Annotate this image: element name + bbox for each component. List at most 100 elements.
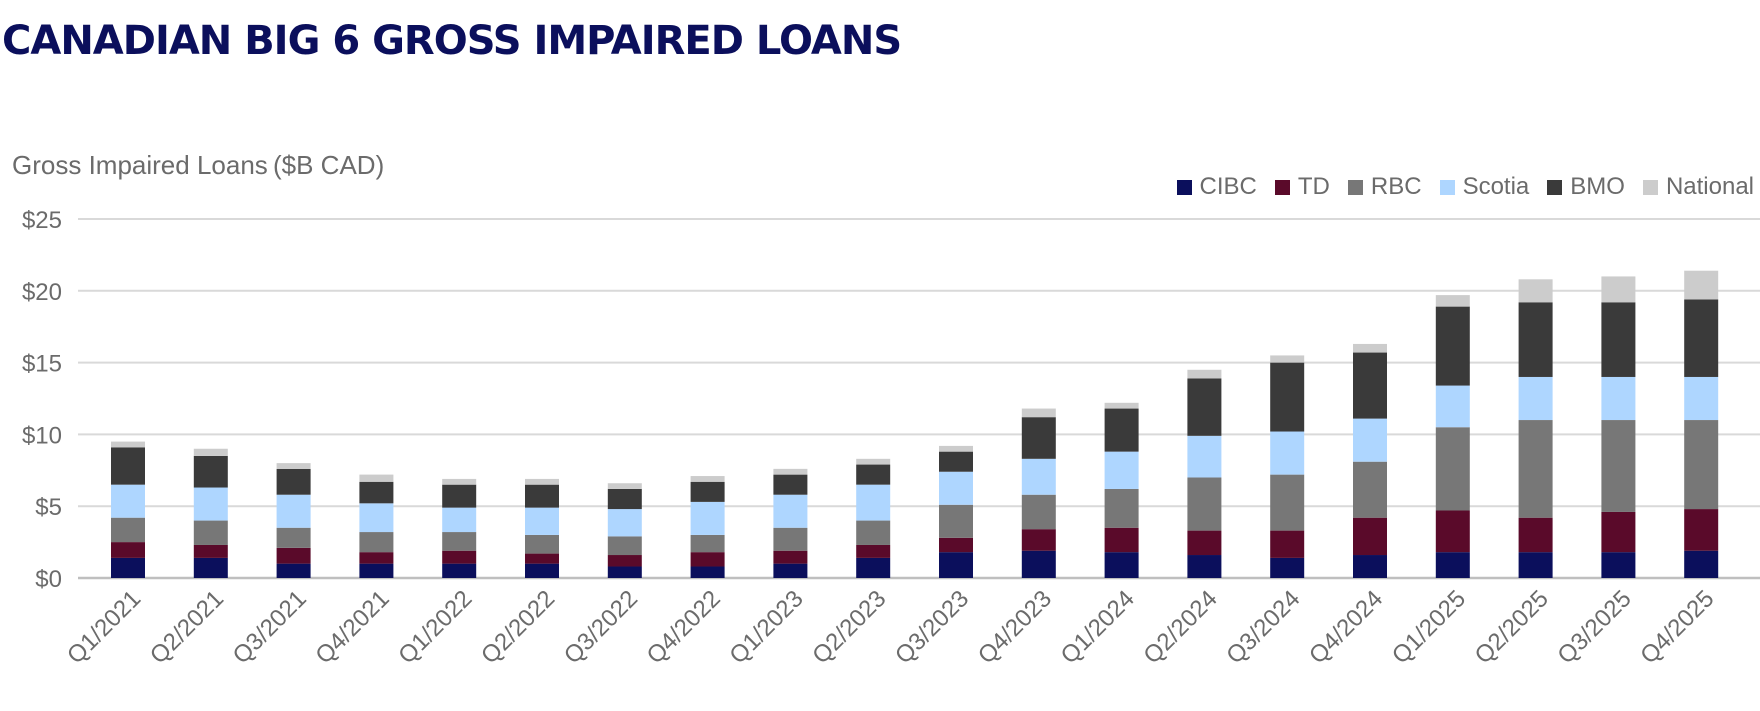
bar-segment-scotia xyxy=(1518,376,1553,421)
bar-segment-scotia xyxy=(193,487,228,521)
x-tick-label: Q2/2022 xyxy=(476,585,560,669)
bar-segment-td xyxy=(690,552,725,567)
bar-segment-bmo xyxy=(1021,417,1056,459)
bar-segment-national xyxy=(1187,369,1222,379)
bar-segment-td xyxy=(1353,517,1387,556)
bar-segment-scotia xyxy=(525,507,559,535)
bar-segment-national xyxy=(773,468,808,475)
bar-segment-cibc xyxy=(1021,550,1056,578)
bar-segment-td xyxy=(359,552,394,564)
bar-segment-cibc xyxy=(773,563,808,578)
y-tick-label: $10 xyxy=(22,422,62,449)
x-tick-label: Q4/2025 xyxy=(1635,585,1719,669)
bar-segment-scotia xyxy=(773,494,808,528)
y-tick-label: $20 xyxy=(22,279,62,306)
bar-segment-td xyxy=(1270,530,1305,558)
bar-segment-bmo xyxy=(1435,306,1470,386)
bar-segment-rbc xyxy=(1684,420,1719,510)
x-tick-label: Q1/2023 xyxy=(724,585,808,669)
bar-segment-td xyxy=(1518,517,1553,553)
bar-segment-cibc xyxy=(276,563,311,578)
bar-segment-rbc xyxy=(359,532,394,553)
x-tick-label: Q2/2024 xyxy=(1138,585,1222,669)
bar-segment-national xyxy=(111,441,145,448)
bar-segment-td xyxy=(193,544,228,558)
bar-segment-rbc xyxy=(193,520,228,545)
bar-segment-cibc xyxy=(690,566,725,578)
bar-segment-bmo xyxy=(111,447,145,485)
bar-segment-scotia xyxy=(442,507,477,533)
bar-segment-cibc xyxy=(856,557,891,578)
bar-segment-rbc xyxy=(690,534,725,553)
bar-segment-rbc xyxy=(1104,488,1139,528)
bar-segment-national xyxy=(359,474,394,482)
bar-segment-bmo xyxy=(773,474,808,495)
bar-segment-rbc xyxy=(1270,474,1305,531)
bar-segment-scotia xyxy=(1021,458,1056,495)
bar-segment-cibc xyxy=(1518,552,1553,578)
bar-segment-cibc xyxy=(442,563,477,578)
bar-segment-cibc xyxy=(607,566,642,578)
bar-segment-national xyxy=(1684,270,1719,300)
bar-segment-cibc xyxy=(1684,550,1719,578)
bar-segment-rbc xyxy=(1601,420,1636,512)
bar-segment-scotia xyxy=(1435,385,1470,428)
x-tick-label: Q2/2025 xyxy=(1470,585,1554,669)
x-tick-label: Q3/2021 xyxy=(228,585,312,669)
bar-segment-national xyxy=(939,445,973,452)
legend-swatch-td xyxy=(1274,179,1290,195)
bar-segment-national xyxy=(1353,343,1387,353)
bar-segment-cibc xyxy=(1187,555,1222,578)
bar-segment-rbc xyxy=(525,534,559,554)
bar-segment-scotia xyxy=(690,501,725,535)
legend-item-cibc: CIBC xyxy=(1176,173,1257,201)
x-tick-label: Q4/2022 xyxy=(642,585,726,669)
bar-segment-rbc xyxy=(276,527,311,548)
bar-segment-scotia xyxy=(1353,418,1387,462)
x-tick-label: Q1/2021 xyxy=(62,585,146,669)
bar-segment-td xyxy=(1021,529,1056,551)
bar-segment-rbc xyxy=(1021,494,1056,530)
bar-segment-td xyxy=(1435,510,1470,553)
y-tick-label: $0 xyxy=(35,566,62,593)
bar-segment-bmo xyxy=(1270,362,1305,432)
bar-segment-bmo xyxy=(1601,302,1636,377)
bar-segment-cibc xyxy=(1104,552,1139,578)
bar-segment-td xyxy=(442,550,477,564)
bar-segment-bmo xyxy=(1353,352,1387,419)
bar-segment-bmo xyxy=(1518,302,1553,377)
bar-segment-scotia xyxy=(1601,376,1636,421)
bar-segment-rbc xyxy=(607,536,642,556)
bar-segment-bmo xyxy=(359,481,394,504)
bar-segment-cibc xyxy=(193,557,228,578)
bar-segment-bmo xyxy=(856,464,891,485)
bar-segment-bmo xyxy=(525,484,559,508)
bar-segment-national xyxy=(193,448,228,456)
bar-segment-rbc xyxy=(1435,427,1470,511)
x-tick-label: Q1/2022 xyxy=(393,585,477,669)
bar-segment-scotia xyxy=(1270,431,1305,475)
bar-segment-scotia xyxy=(1684,376,1719,421)
legend-label-scotia: Scotia xyxy=(1462,173,1530,200)
bar-segment-national xyxy=(1435,295,1470,307)
x-tick-label: Q1/2025 xyxy=(1387,585,1471,669)
chart-legend: CIBC TD RBC Scotia BMO National xyxy=(1176,173,1754,201)
bar-segment-national xyxy=(276,463,311,469)
bar-segment-cibc xyxy=(1435,552,1470,578)
legend-item-td: TD xyxy=(1274,173,1330,201)
bar-segment-scotia xyxy=(276,494,311,528)
bar-segment-national xyxy=(690,476,725,482)
y-axis-label: Gross Impaired Loans ($B CAD) xyxy=(12,150,385,180)
bar-segment-bmo xyxy=(1187,378,1222,436)
bar-segment-scotia xyxy=(111,484,145,518)
bar-segment-td xyxy=(111,542,145,558)
bar-segment-rbc xyxy=(939,504,973,538)
legend-swatch-bmo xyxy=(1547,179,1563,195)
bar-segment-scotia xyxy=(607,509,642,537)
bar-segment-national xyxy=(1021,408,1056,418)
y-tick-label: $15 xyxy=(22,351,62,378)
bar-segment-rbc xyxy=(111,517,145,543)
bar-segment-national xyxy=(856,458,891,465)
page-title: CANADIAN BIG 6 GROSS IMPAIRED LOANS xyxy=(2,18,902,64)
bar-segment-cibc xyxy=(111,557,145,578)
